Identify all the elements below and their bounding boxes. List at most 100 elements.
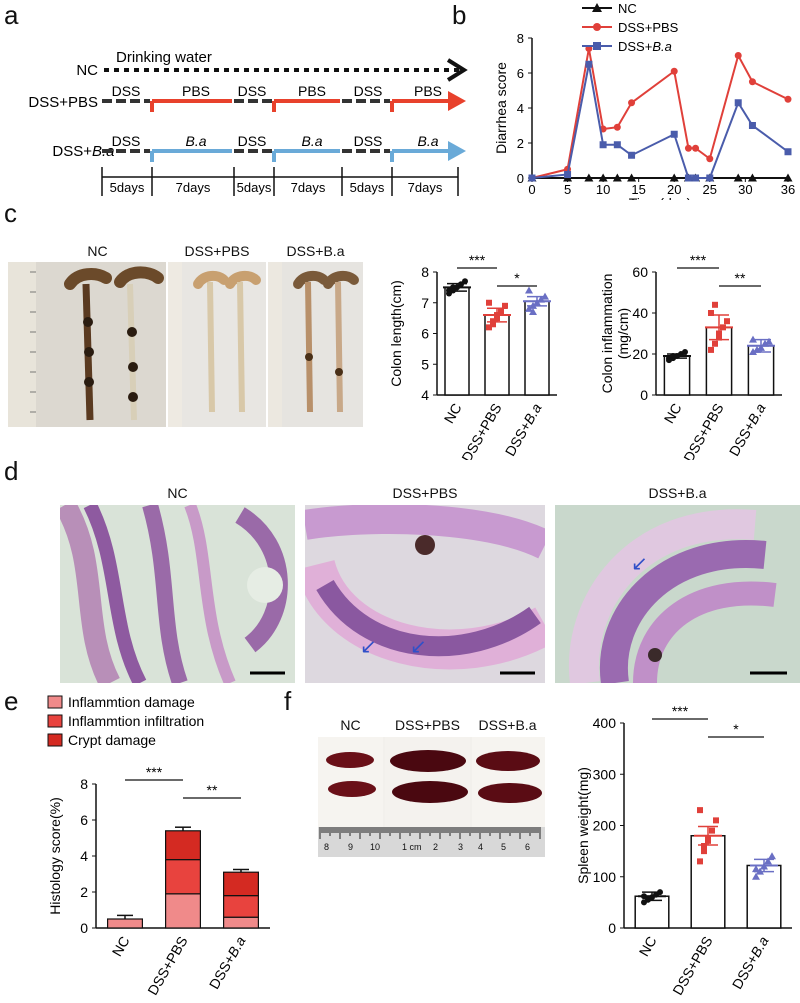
data-point <box>490 321 496 328</box>
pbs-row-segments <box>102 91 466 112</box>
legend-label: Inflammtion infiltration <box>68 713 204 729</box>
ruler-tick-6: 6 <box>525 842 531 852</box>
x-tick-label: NC <box>441 401 465 427</box>
data-point <box>697 807 703 814</box>
x-tick-label: DSS+PBS <box>458 401 504 461</box>
ruler-tick-10: 10 <box>370 842 381 852</box>
data-point <box>670 130 678 138</box>
x-tick-label: DSS+B.a <box>206 933 249 991</box>
y-axis-label: Spleen weight(mg) <box>575 767 591 884</box>
legend-marker <box>592 3 602 12</box>
stacked-bar-segment <box>164 859 201 895</box>
y-tick-label: 4 <box>517 101 524 116</box>
ruler-tick-1cm: 1 cm <box>402 842 422 852</box>
duration-3: 5days <box>237 180 272 195</box>
y-axis-label: Diarrhea score <box>493 62 509 154</box>
histology-caption-pbs: DSS+PBS <box>392 485 458 501</box>
data-point <box>765 337 773 345</box>
x-tick-label: 10 <box>596 182 610 197</box>
x-tick-label: 36 <box>781 182 795 197</box>
data-point <box>724 318 730 325</box>
diarrhea-score-chart: 0 5 10 15 20 25 30 36 0 2 4 6 8 Time(day) Diarrhea sco… <box>493 1 795 200</box>
y-tick-label: 0 <box>640 387 648 403</box>
ba-seg-6: B.a <box>417 133 438 149</box>
pbs-seg-1: DSS <box>112 83 141 99</box>
data-point <box>585 60 593 68</box>
data-point <box>752 865 760 873</box>
colon-photo-dss-ba <box>268 262 363 427</box>
panel-label-c: c <box>4 198 17 228</box>
data-point <box>712 340 718 347</box>
histology-image-dss-pbs: ↙ ↙ <box>305 505 545 683</box>
data-point <box>670 67 678 75</box>
significance-label: *** <box>672 703 689 719</box>
y-tick-label: 8 <box>80 776 88 792</box>
y-tick-label: 0 <box>517 171 524 186</box>
y-tick-label: 4 <box>421 387 429 403</box>
data-point <box>768 852 776 860</box>
data-point <box>529 307 537 315</box>
significance-label: * <box>733 721 739 737</box>
data-point <box>502 302 508 309</box>
data-point <box>528 174 536 182</box>
ba-seg-5: DSS <box>354 133 383 149</box>
legend-marker <box>593 23 601 31</box>
y-axis-label: Histology score(%) <box>47 797 63 914</box>
data-point <box>669 173 679 182</box>
histology-caption-ba: DSS+B.a <box>648 485 707 501</box>
bar <box>524 300 550 396</box>
stacked-bar-segment <box>164 830 201 861</box>
svg-text:↙: ↙ <box>410 636 427 658</box>
data-point <box>733 173 743 182</box>
y-tick-label: 400 <box>593 715 617 731</box>
ba-seg-1: DSS <box>112 133 141 149</box>
x-tick-label: DSS+PBS <box>669 934 715 998</box>
data-point <box>692 144 700 152</box>
y-tick-label: 100 <box>593 869 617 885</box>
legend-label: Crypt damage <box>68 732 156 748</box>
legend-label: DSS+B.a <box>618 39 672 54</box>
significance-label: *** <box>469 252 486 268</box>
data-point <box>525 286 533 294</box>
y-tick-label: 300 <box>593 766 617 782</box>
data-point <box>748 78 756 86</box>
legend-label: Inflammtion damage <box>68 694 195 710</box>
spleen-caption-ba: DSS+B.a <box>478 717 537 733</box>
data-point <box>627 173 637 182</box>
data-point <box>753 345 761 353</box>
duration-4: 7days <box>291 180 326 195</box>
data-point <box>764 857 772 865</box>
panel-label-a: a <box>4 0 19 30</box>
y-tick-label: 6 <box>517 66 524 81</box>
x-tick-label: DSS+PBS <box>144 934 190 998</box>
ruler-tick-4: 4 <box>478 842 484 852</box>
x-tick-label: 0 <box>528 182 535 197</box>
y-tick-label: 6 <box>80 812 88 828</box>
panel-label-e: e <box>4 686 19 716</box>
y-tick-label: 8 <box>517 31 524 46</box>
x-tick-label: 30 <box>738 182 752 197</box>
spleen-weight-chart: 0 100 200 300 400 Spleen weight(mg) NC DSS+PBS D… <box>575 703 792 998</box>
svg-text:↙: ↙ <box>360 636 377 658</box>
data-point <box>734 52 742 59</box>
bar <box>690 835 726 929</box>
pbs-seg-6: PBS <box>414 83 442 99</box>
y-tick-label: 60 <box>632 264 648 280</box>
data-point <box>684 144 692 152</box>
legend-marker <box>593 42 601 50</box>
data-point <box>462 278 468 285</box>
ruler-tick-8: 8 <box>324 842 330 852</box>
spleen-ruler: 8 9 10 1 cm 2 3 4 5 6 <box>318 827 545 857</box>
significance-label: ** <box>207 782 218 798</box>
data-point <box>706 174 714 182</box>
legend-swatch <box>47 733 63 747</box>
bar <box>444 286 470 396</box>
ba-seg-2: B.a <box>185 133 206 149</box>
data-point <box>613 123 621 131</box>
pbs-seg-5: DSS <box>354 83 383 99</box>
schedule-row-nc-label: NC <box>76 62 98 79</box>
data-point <box>525 304 533 312</box>
data-point <box>748 122 756 129</box>
ruler-tick-5: 5 <box>501 842 507 852</box>
